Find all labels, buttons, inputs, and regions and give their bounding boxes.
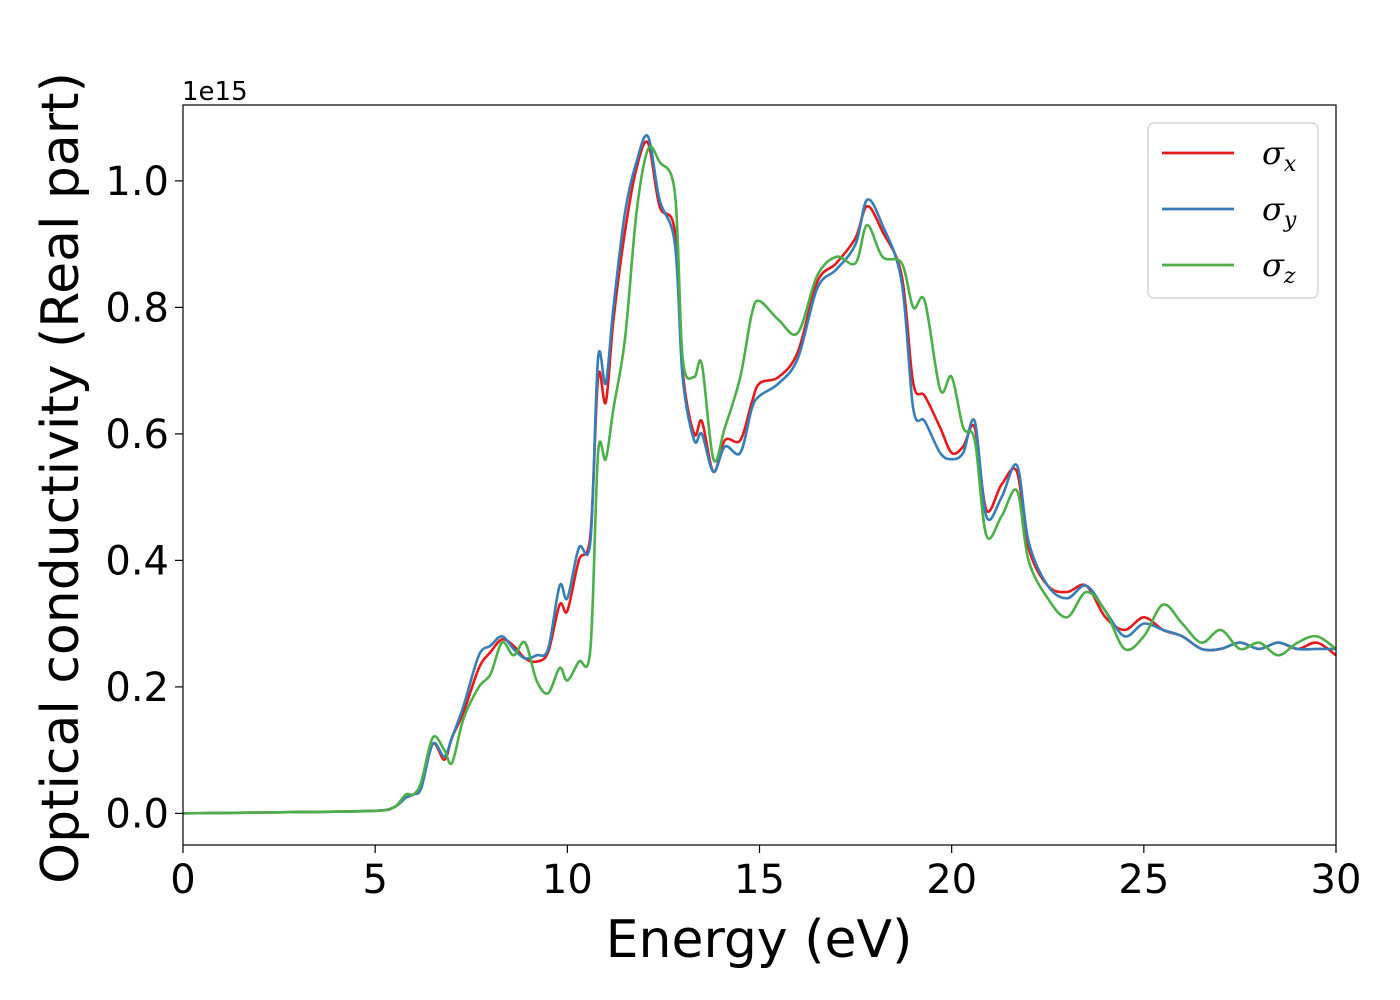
y-tick-label: 0.6 [105,412,169,458]
x-tick-label: 20 [926,857,977,903]
y-offset-label: 1e15 [182,77,248,107]
series-line-z [182,145,1337,815]
y-tick-label: 0.8 [105,285,169,331]
series-layer [182,134,1337,815]
x-axis-title: Energy (eV) [606,910,913,970]
x-tick-label: 0 [170,857,195,903]
legend-label-z: σz [1262,246,1296,289]
legend: σx σy σz [1147,122,1319,299]
legend-label-x: σx [1262,134,1297,177]
series-line-x [182,140,1337,815]
x-tick-label: 30 [1311,857,1362,903]
axes-layer: 0 5 10 15 20 25 30 0.0 0.2 0.4 0.6 0.8 1.0 [105,104,1362,903]
y-tick-label: 0.4 [105,538,169,584]
x-tick-label: 5 [362,857,387,903]
y-axis-title: Optical conductivity (Real part) [31,72,91,884]
x-tick-label: 15 [734,857,785,903]
y-tick-label: 1.0 [105,159,169,205]
x-tick-label: 10 [542,857,593,903]
y-tick-label: 0.0 [105,791,169,837]
x-tick-label: 25 [1118,857,1169,903]
legend-label-y: σy [1262,190,1297,233]
y-tick-label: 0.2 [105,665,169,711]
legend-box [1147,122,1319,299]
